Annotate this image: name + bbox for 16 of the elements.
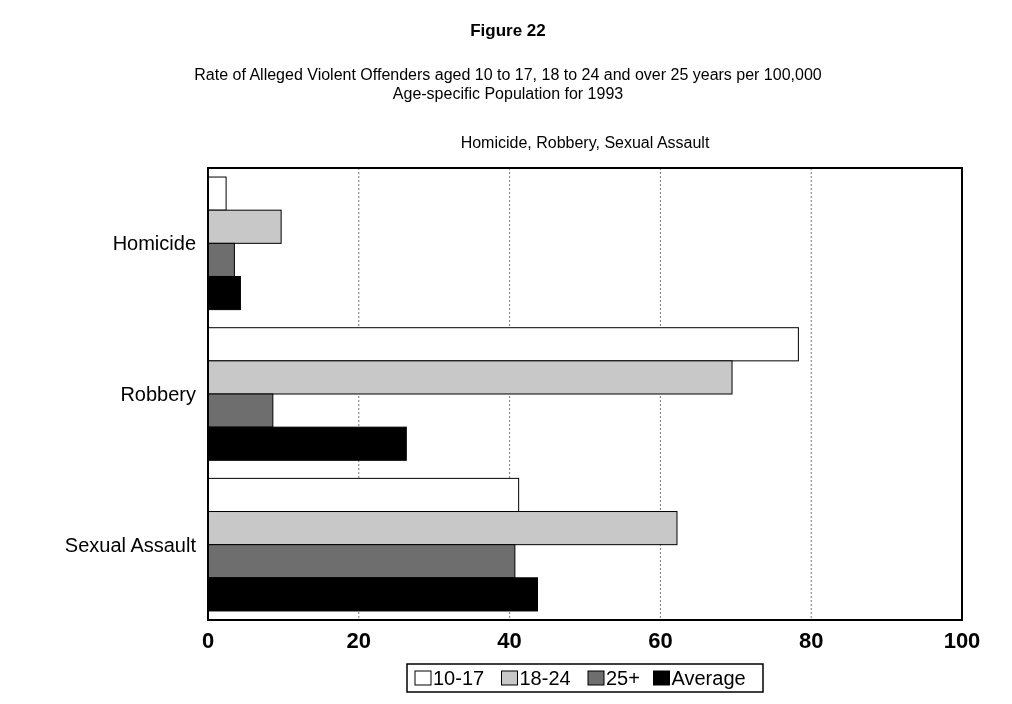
x-tick-label: 0 [201,628,215,653]
y-tick-label: Homicide [112,232,196,255]
legend-label: Average [671,667,746,689]
y-tick-label: Sexual Assault [64,533,197,556]
x-tick-label: 100 [943,628,981,653]
legend-label: 18-24 [519,667,571,689]
x-tick-label: 60 [648,628,673,653]
x-tick-label: 40 [497,628,522,653]
text: Homicide, Robbery, Sexual Assault [460,134,710,151]
chart-title: Figure 22 [470,21,546,40]
chart-subtitle: Rate of Alleged Violent Offenders aged 10 to 17, 18 to 24 and over 25 years per 100,000 Age-specific Population for 1993 [194,66,822,102]
y-tick-label: Robbery [120,383,196,405]
legend-label: 10-17 [433,667,485,689]
legend-label: 25+ [606,667,640,689]
x-tick-label: 20 [346,628,372,653]
x-tick-label: 80 [798,628,824,653]
